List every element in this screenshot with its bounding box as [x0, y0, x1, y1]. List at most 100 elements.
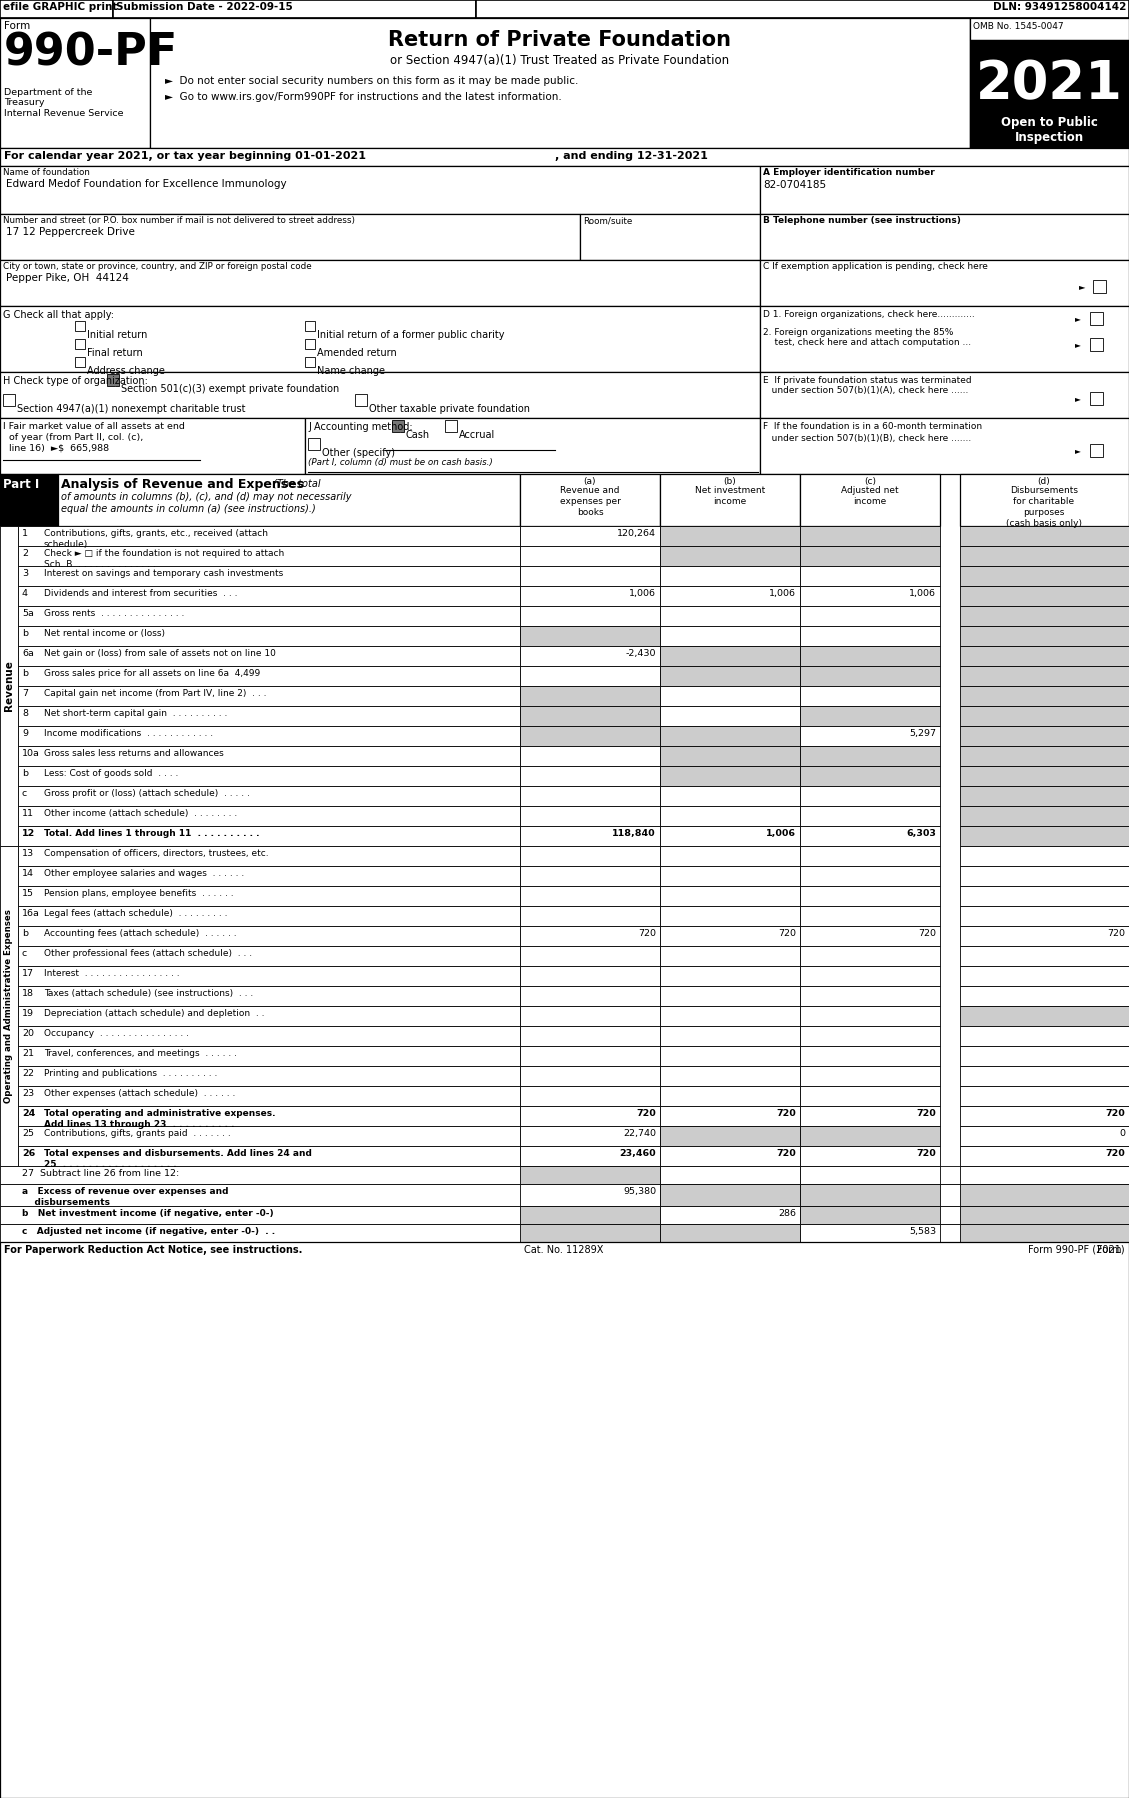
- Text: 95,380: 95,380: [623, 1187, 656, 1196]
- Bar: [0, 165, 760, 214]
- Text: b: b: [21, 629, 28, 638]
- Text: 6,303: 6,303: [907, 829, 936, 838]
- Bar: [960, 547, 1129, 566]
- Text: G Check all that apply:: G Check all that apply:: [3, 309, 114, 320]
- Text: (a): (a): [584, 476, 596, 485]
- Bar: [520, 966, 660, 985]
- Bar: [18, 946, 520, 966]
- Text: b   Net investment income (if negative, enter -0-): b Net investment income (if negative, en…: [21, 1208, 273, 1217]
- Bar: [960, 1206, 1129, 1224]
- Bar: [660, 586, 800, 606]
- Bar: [660, 1007, 800, 1027]
- Text: Accounting fees (attach schedule)  . . . . . .: Accounting fees (attach schedule) . . . …: [44, 930, 237, 939]
- Bar: [1089, 392, 1103, 405]
- Bar: [0, 417, 305, 475]
- Bar: [520, 1027, 660, 1046]
- Bar: [660, 946, 800, 966]
- Text: ✓: ✓: [393, 432, 402, 441]
- Text: Contributions, gifts, grants, etc., received (attach: Contributions, gifts, grants, etc., rece…: [44, 529, 268, 538]
- Bar: [660, 847, 800, 867]
- Text: Compensation of officers, directors, trustees, etc.: Compensation of officers, directors, tru…: [44, 849, 269, 858]
- Bar: [800, 726, 940, 746]
- Bar: [520, 867, 660, 886]
- Text: expenses per: expenses per: [560, 496, 621, 505]
- Bar: [520, 766, 660, 786]
- Text: (The total: (The total: [270, 478, 321, 487]
- Text: Department of the
Treasury
Internal Revenue Service: Department of the Treasury Internal Reve…: [5, 88, 123, 119]
- Bar: [800, 867, 940, 886]
- Bar: [18, 586, 520, 606]
- Bar: [970, 18, 1129, 147]
- Bar: [960, 966, 1129, 985]
- Bar: [960, 1086, 1129, 1106]
- Bar: [800, 1224, 940, 1242]
- Text: Check ► □ if the foundation is not required to attach: Check ► □ if the foundation is not requi…: [44, 548, 285, 557]
- Bar: [0, 847, 18, 1165]
- Text: 120,264: 120,264: [618, 529, 656, 538]
- Bar: [660, 1046, 800, 1066]
- Text: line 16)  ►$  665,988: line 16) ►$ 665,988: [3, 444, 110, 453]
- Bar: [18, 527, 520, 547]
- Text: Less: Cost of goods sold  . . . .: Less: Cost of goods sold . . . .: [44, 770, 178, 779]
- Bar: [18, 707, 520, 726]
- Text: Income modifications  . . . . . . . . . . . .: Income modifications . . . . . . . . . .…: [44, 728, 213, 737]
- Bar: [800, 786, 940, 806]
- Text: Add lines 13 through 23  . . . . . . . . . .: Add lines 13 through 23 . . . . . . . . …: [44, 1120, 235, 1129]
- Bar: [18, 1046, 520, 1066]
- Bar: [520, 1046, 660, 1066]
- Bar: [75, 358, 85, 367]
- Bar: [0, 0, 113, 18]
- Bar: [0, 475, 58, 527]
- Bar: [960, 726, 1129, 746]
- Bar: [760, 372, 1129, 417]
- Bar: [660, 645, 800, 665]
- Bar: [0, 214, 580, 261]
- Bar: [800, 586, 940, 606]
- Bar: [960, 1106, 1129, 1126]
- Bar: [960, 825, 1129, 847]
- Text: (b): (b): [724, 476, 736, 485]
- Bar: [18, 825, 520, 847]
- Bar: [800, 906, 940, 926]
- Bar: [445, 421, 457, 432]
- Text: 9: 9: [21, 728, 28, 737]
- Text: 118,840: 118,840: [612, 829, 656, 838]
- Bar: [18, 606, 520, 626]
- Bar: [305, 358, 315, 367]
- Text: 23,460: 23,460: [620, 1149, 656, 1158]
- Text: Section 501(c)(3) exempt private foundation: Section 501(c)(3) exempt private foundat…: [121, 385, 339, 394]
- Text: 720: 720: [917, 1149, 936, 1158]
- Bar: [0, 527, 18, 847]
- Text: b: b: [21, 669, 28, 678]
- Text: Submission Date - 2022-09-15: Submission Date - 2022-09-15: [116, 2, 292, 13]
- Bar: [660, 766, 800, 786]
- Bar: [18, 966, 520, 985]
- Text: 286: 286: [778, 1208, 796, 1217]
- Bar: [800, 566, 940, 586]
- Text: Occupancy  . . . . . . . . . . . . . . . .: Occupancy . . . . . . . . . . . . . . . …: [44, 1028, 189, 1037]
- Bar: [392, 421, 404, 432]
- Bar: [960, 645, 1129, 665]
- Bar: [800, 547, 940, 566]
- Bar: [520, 985, 660, 1007]
- Text: Net investment: Net investment: [694, 485, 765, 494]
- Text: 26: 26: [21, 1149, 35, 1158]
- Bar: [960, 786, 1129, 806]
- Bar: [960, 626, 1129, 645]
- Bar: [520, 726, 660, 746]
- Text: income: income: [714, 496, 746, 505]
- Bar: [960, 766, 1129, 786]
- Bar: [660, 1185, 800, 1206]
- Bar: [18, 847, 520, 867]
- Bar: [520, 906, 660, 926]
- Bar: [18, 1007, 520, 1027]
- Bar: [660, 746, 800, 766]
- Bar: [18, 726, 520, 746]
- Text: 720: 720: [1108, 930, 1124, 939]
- Text: Return of Private Foundation: Return of Private Foundation: [388, 31, 732, 50]
- Bar: [960, 1027, 1129, 1046]
- Bar: [970, 18, 1129, 40]
- Bar: [3, 394, 15, 406]
- Bar: [1089, 444, 1103, 457]
- Text: Name of foundation: Name of foundation: [3, 167, 90, 176]
